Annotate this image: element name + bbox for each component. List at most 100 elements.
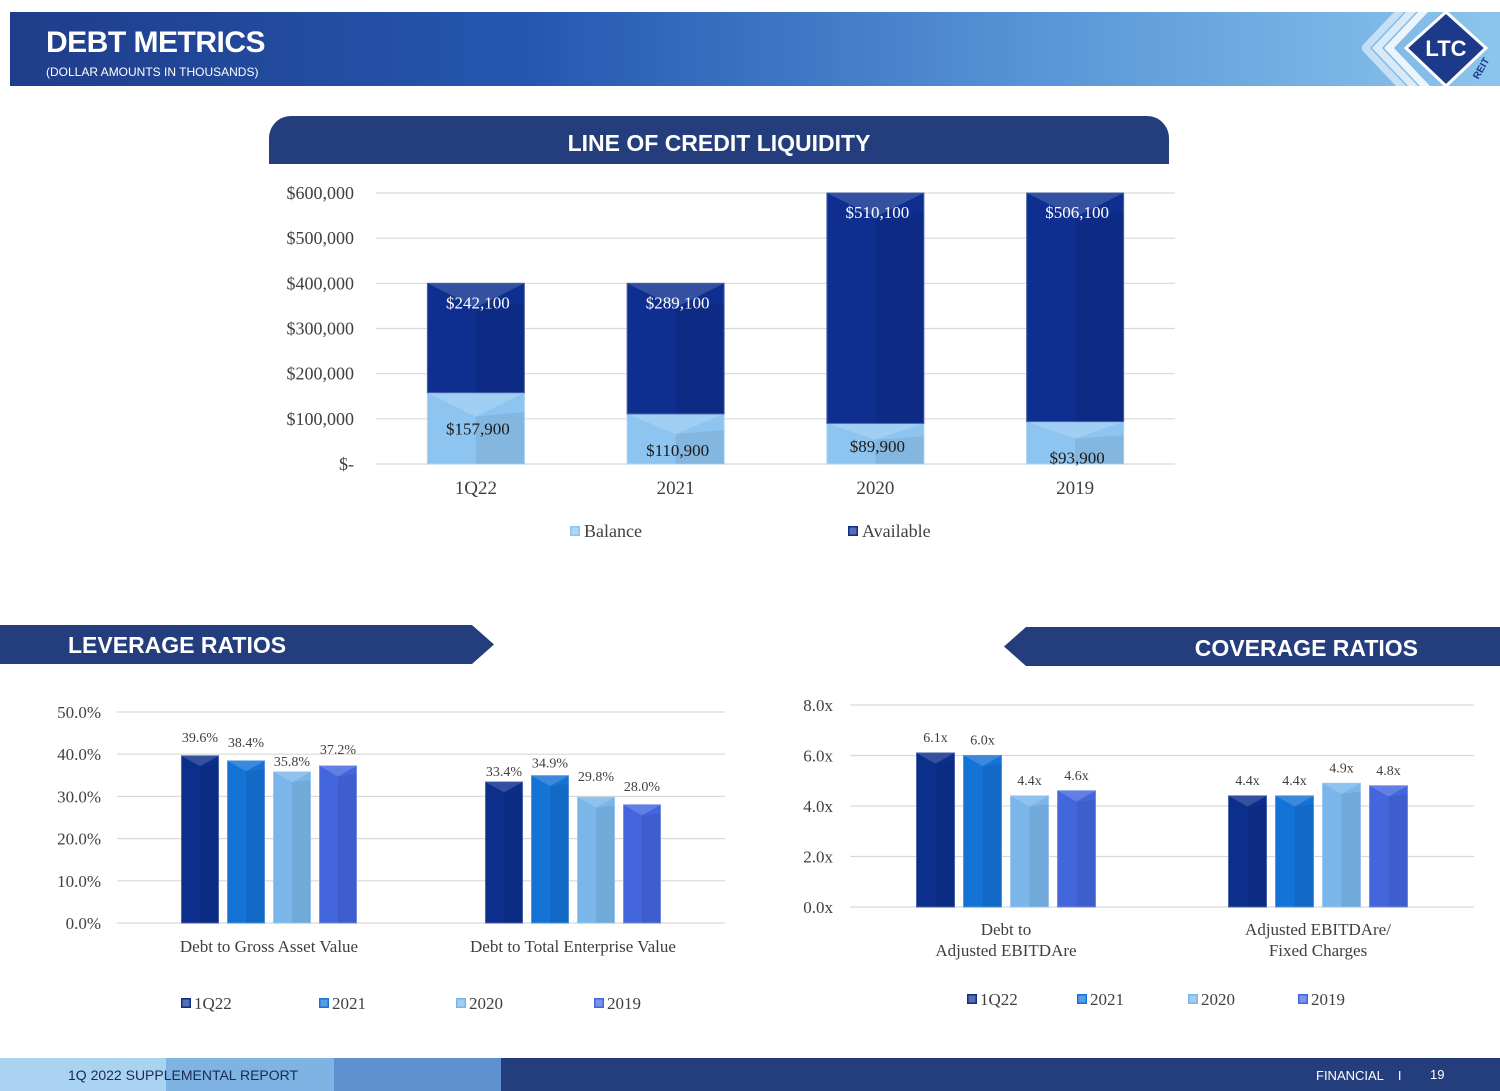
data-label: 33.4% xyxy=(486,765,523,780)
legend-swatch-2019 xyxy=(594,998,604,1008)
bar-available xyxy=(826,192,925,424)
data-label: 39.6% xyxy=(182,731,219,746)
bar-2019 xyxy=(623,804,661,924)
y-tick-label: $100,000 xyxy=(287,409,355,429)
x-tick-label: Adjusted EBITDAre/ xyxy=(1245,920,1391,939)
coverage-banner xyxy=(1004,627,1500,666)
legend-swatch-2020 xyxy=(456,998,466,1008)
bar-2020 xyxy=(1010,795,1049,908)
data-label: 4.6x xyxy=(1064,769,1089,784)
legend-swatch-1q22 xyxy=(181,998,191,1008)
footer: 1Q 2022 SUPPLEMENTAL REPORT FINANCIAL I … xyxy=(0,1058,1500,1091)
x-tick-label: 1Q22 xyxy=(455,478,497,499)
leverage-title: LEVERAGE RATIOS xyxy=(68,632,287,658)
page-subtitle: (DOLLAR AMOUNTS IN THOUSANDS) xyxy=(46,65,259,79)
legend-swatch-balance xyxy=(570,526,580,536)
x-tick-label: 2020 xyxy=(856,478,894,499)
coverage-title: COVERAGE RATIOS xyxy=(1194,635,1418,661)
data-label: $157,900 xyxy=(446,420,510,439)
data-label: 35.8% xyxy=(274,755,311,770)
bar-1q22 xyxy=(916,752,955,908)
y-tick-label: 2.0x xyxy=(803,848,833,867)
data-label: 4.4x xyxy=(1235,774,1260,789)
data-label: 28.0% xyxy=(624,780,661,795)
bar-available xyxy=(1026,192,1125,423)
legend-label: 2020 xyxy=(469,994,503,1013)
bar-2020 xyxy=(577,796,615,924)
footer-report-name: 1Q 2022 SUPPLEMENTAL REPORT xyxy=(68,1067,299,1083)
legend-swatch-available xyxy=(848,526,858,536)
line-of-credit-title: LINE OF CREDIT LIQUIDITY xyxy=(567,130,871,156)
legend-label: 2021 xyxy=(1090,990,1124,1009)
y-tick-label: $500,000 xyxy=(287,228,355,248)
y-tick-label: 4.0x xyxy=(803,797,833,816)
bar-1q22 xyxy=(1228,795,1267,908)
header-bar: DEBT METRICS (DOLLAR AMOUNTS IN THOUSAND… xyxy=(10,12,1500,86)
legend-label: Balance xyxy=(584,521,642,541)
bar-1q22 xyxy=(485,781,523,924)
data-label: 29.8% xyxy=(578,770,615,785)
data-label: 37.2% xyxy=(320,743,357,758)
data-label: 4.9x xyxy=(1329,761,1354,776)
y-tick-label: $400,000 xyxy=(287,273,355,293)
y-tick-label: 8.0x xyxy=(803,696,833,715)
y-tick-label: $300,000 xyxy=(287,319,355,339)
data-label: 4.4x xyxy=(1017,774,1042,789)
data-label: $110,900 xyxy=(646,441,709,460)
bar-2021 xyxy=(227,760,265,924)
y-tick-label: 20.0% xyxy=(57,830,101,849)
data-label: $242,100 xyxy=(446,293,510,312)
legend-label: 2021 xyxy=(332,994,366,1013)
ltc-reit-logo: LTC REIT xyxy=(1362,9,1492,89)
y-tick-label: $200,000 xyxy=(287,364,355,384)
legend-swatch-2021 xyxy=(1077,994,1087,1004)
data-label: 6.1x xyxy=(923,731,948,746)
data-label: 38.4% xyxy=(228,736,265,751)
bar-available xyxy=(626,282,725,415)
bar-2021 xyxy=(1275,795,1314,908)
legend-swatch-2021 xyxy=(319,998,329,1008)
y-tick-label: 30.0% xyxy=(57,787,101,806)
bar-2021 xyxy=(531,775,569,924)
x-tick-label: 2019 xyxy=(1056,478,1094,499)
page-number: 19 xyxy=(1430,1067,1445,1082)
legend-swatch-2020 xyxy=(1188,994,1198,1004)
x-tick-label: Debt to xyxy=(981,920,1032,939)
y-tick-label: 6.0x xyxy=(803,747,833,766)
data-label: 6.0x xyxy=(970,734,995,749)
x-tick-label: Debt to Gross Asset Value xyxy=(180,937,358,956)
bar-balance xyxy=(426,392,525,465)
bar-2020 xyxy=(273,771,311,924)
y-tick-label: 10.0% xyxy=(57,872,101,891)
x-tick-label: Fixed Charges xyxy=(1269,941,1367,960)
bar-2021 xyxy=(963,755,1002,908)
data-label: 4.8x xyxy=(1376,764,1401,779)
y-tick-label: 0.0x xyxy=(803,898,833,917)
data-label: $89,900 xyxy=(850,437,905,456)
legend-label: 1Q22 xyxy=(980,990,1018,1009)
y-tick-label: 50.0% xyxy=(57,703,101,722)
data-label: $506,100 xyxy=(1045,203,1109,222)
data-label: $510,100 xyxy=(846,203,910,222)
bar-balance xyxy=(826,422,925,465)
logo-text: LTC xyxy=(1425,36,1466,61)
y-tick-label: 40.0% xyxy=(57,745,101,764)
legend-label: Available xyxy=(862,521,931,541)
legend-label: 2019 xyxy=(1311,990,1345,1009)
data-label: 4.4x xyxy=(1282,774,1307,789)
bar-1q22 xyxy=(181,755,219,924)
legend-swatch-2019 xyxy=(1298,994,1308,1004)
page-title: DEBT METRICS xyxy=(46,26,266,59)
legend-swatch-1q22 xyxy=(967,994,977,1004)
bar-2019 xyxy=(319,765,357,924)
footer-section: FINANCIAL I xyxy=(1316,1068,1402,1083)
bar-2019 xyxy=(1369,785,1408,908)
x-tick-label: Adjusted EBITDAre xyxy=(935,941,1076,960)
bar-balance xyxy=(626,413,725,465)
x-tick-label: 2021 xyxy=(657,478,695,499)
legend-label: 1Q22 xyxy=(194,994,232,1013)
y-tick-label: 0.0% xyxy=(66,914,101,933)
y-tick-label: $- xyxy=(339,454,354,474)
bar-2020 xyxy=(1322,782,1361,908)
